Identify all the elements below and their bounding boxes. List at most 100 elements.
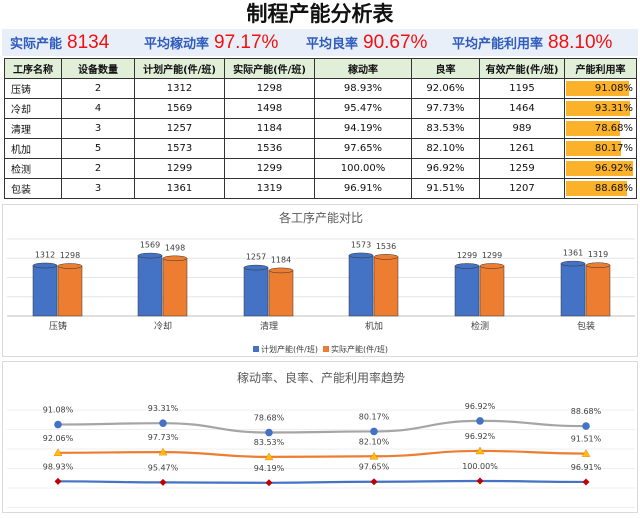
column-header: 良率 bbox=[411, 58, 480, 79]
utilization-cell: 80.17% bbox=[564, 138, 637, 159]
table-cell: 96.91% bbox=[314, 178, 412, 199]
bar-chart-panel: 各工序产能对比 1312 1298 压铸 1569 1498 冷却 1257 1184 清理 157… bbox=[2, 204, 638, 357]
table-cell: 1312 bbox=[134, 78, 225, 99]
diamond-marker bbox=[476, 477, 484, 485]
table-cell: 1498 bbox=[224, 98, 315, 119]
bar-top bbox=[454, 263, 480, 269]
data-label: 96.92% bbox=[465, 402, 496, 411]
bar-top bbox=[479, 263, 505, 269]
bar-top bbox=[137, 252, 163, 259]
chart-title: 各工序产能对比 bbox=[279, 210, 363, 225]
bar-body bbox=[373, 256, 399, 317]
diamond-marker bbox=[159, 478, 167, 486]
bar-planned bbox=[348, 252, 374, 317]
bar-body bbox=[268, 270, 294, 317]
legend-label: 计划产能(件/班) bbox=[261, 344, 318, 354]
bar-top bbox=[373, 254, 399, 260]
circle-marker bbox=[159, 419, 167, 427]
utilization-bar bbox=[566, 121, 620, 136]
data-label: 1319 bbox=[588, 250, 608, 259]
table-cell: 83.53% bbox=[411, 118, 480, 139]
kpi-label: 实际产能 bbox=[10, 36, 63, 52]
column-header: 实际产能(件/班) bbox=[224, 58, 315, 79]
kpi-label: 平均产能利用率 bbox=[452, 36, 544, 52]
category-label: 冷却 bbox=[154, 320, 172, 332]
cell-value: 88.68% bbox=[594, 183, 633, 194]
table-cell: 2 bbox=[61, 78, 135, 99]
table-cell: 检测 bbox=[4, 158, 62, 179]
table-cell: 5 bbox=[61, 138, 135, 159]
triangle-marker bbox=[158, 447, 168, 456]
table-cell: 82.10% bbox=[411, 138, 480, 159]
bar-body bbox=[585, 264, 611, 317]
bar-top bbox=[162, 255, 188, 262]
bar-chart: 各工序产能对比 1312 1298 压铸 1569 1498 冷却 1257 1184 清理 157… bbox=[7, 210, 635, 354]
bar-top bbox=[57, 263, 83, 269]
bar-body bbox=[137, 255, 163, 317]
bar-actual bbox=[585, 262, 611, 317]
cell-value: 91.08% bbox=[594, 83, 633, 94]
circle-marker bbox=[265, 428, 273, 437]
data-label: 83.53% bbox=[254, 438, 285, 447]
table-cell: 97.73% bbox=[411, 98, 480, 119]
data-label: 80.17% bbox=[359, 412, 390, 421]
cell-value: 96.92% bbox=[594, 163, 633, 174]
circle-marker bbox=[582, 422, 590, 430]
utilization-bar bbox=[566, 81, 629, 96]
kpi-actual-capacity: 实际产能 8134 bbox=[10, 32, 109, 54]
data-label: 82.10% bbox=[359, 437, 390, 446]
circle-marker bbox=[476, 417, 484, 425]
table-cell: 4 bbox=[61, 98, 135, 119]
table-cell: 压铸 bbox=[4, 78, 62, 99]
bar-top bbox=[243, 264, 269, 271]
utilization-bar bbox=[566, 161, 633, 176]
table-cell: 94.19% bbox=[314, 118, 412, 139]
table-header-row: 工序名称 设备数量 计划产能(件/班) 实际产能(件/班) 稼动率 良率 有效产能(件/班)… bbox=[4, 58, 637, 79]
data-label: 97.65% bbox=[359, 463, 390, 472]
legend-swatch bbox=[253, 346, 259, 352]
line-chart: 稼动率、良率、产能利用率趋势 98.93% 95.47% 94.19% 97.65% 10… bbox=[7, 370, 635, 508]
column-header: 产能利用率 bbox=[564, 58, 637, 79]
table-cell: 包装 bbox=[4, 178, 62, 199]
table-cell: 1259 bbox=[479, 158, 565, 179]
data-label: 96.92% bbox=[465, 432, 496, 441]
column-header: 计划产能(件/班) bbox=[134, 58, 225, 79]
table-cell: 100.00% bbox=[314, 158, 412, 179]
bar-body bbox=[57, 265, 83, 317]
cell-value: 80.17% bbox=[594, 143, 633, 154]
table-row: 包装 3 1361 1319 96.91% 91.51% 1207 88.68% bbox=[4, 178, 637, 199]
bar-planned bbox=[454, 263, 480, 317]
table-cell: 1536 bbox=[224, 138, 315, 159]
utilization-bar bbox=[566, 141, 621, 156]
bar-top bbox=[348, 252, 374, 259]
utilization-cell: 91.08% bbox=[564, 78, 637, 99]
bar-planned bbox=[560, 260, 586, 317]
bar-body bbox=[32, 265, 58, 317]
utilization-cell: 96.92% bbox=[564, 158, 637, 179]
bar-actual bbox=[162, 255, 188, 317]
data-label: 88.68% bbox=[571, 407, 602, 416]
table-cell: 1298 bbox=[224, 78, 315, 99]
bar-actual bbox=[479, 263, 505, 317]
table-cell: 92.06% bbox=[411, 78, 480, 99]
kpi-avg-utilization: 平均产能利用率 88.10% bbox=[452, 32, 612, 54]
table-cell: 清理 bbox=[4, 118, 62, 139]
bar-planned bbox=[32, 262, 58, 317]
data-label: 1498 bbox=[165, 243, 185, 252]
table-cell: 3 bbox=[61, 118, 135, 139]
legend-label: 实际产能(件/班) bbox=[331, 344, 388, 354]
bar-planned bbox=[243, 264, 269, 317]
table-cell: 1184 bbox=[224, 118, 315, 139]
column-header: 有效产能(件/班) bbox=[479, 58, 565, 79]
data-label: 94.19% bbox=[254, 464, 285, 473]
category-label: 机加 bbox=[365, 320, 383, 332]
table-cell: 1299 bbox=[224, 158, 315, 179]
data-label: 95.47% bbox=[148, 463, 179, 472]
kpi-avg-yield: 平均良率 90.67% bbox=[306, 32, 427, 54]
series-line bbox=[57, 419, 587, 434]
circle-marker bbox=[54, 420, 62, 429]
data-label: 1536 bbox=[376, 242, 396, 251]
line-chart-panel: 稼动率、良率、产能利用率趋势 98.93% 95.47% 94.19% 97.65% 10… bbox=[2, 361, 638, 513]
table-row: 检测 2 1299 1299 100.00% 96.92% 1259 96.92% bbox=[4, 158, 637, 179]
table-cell: 3 bbox=[61, 178, 135, 199]
